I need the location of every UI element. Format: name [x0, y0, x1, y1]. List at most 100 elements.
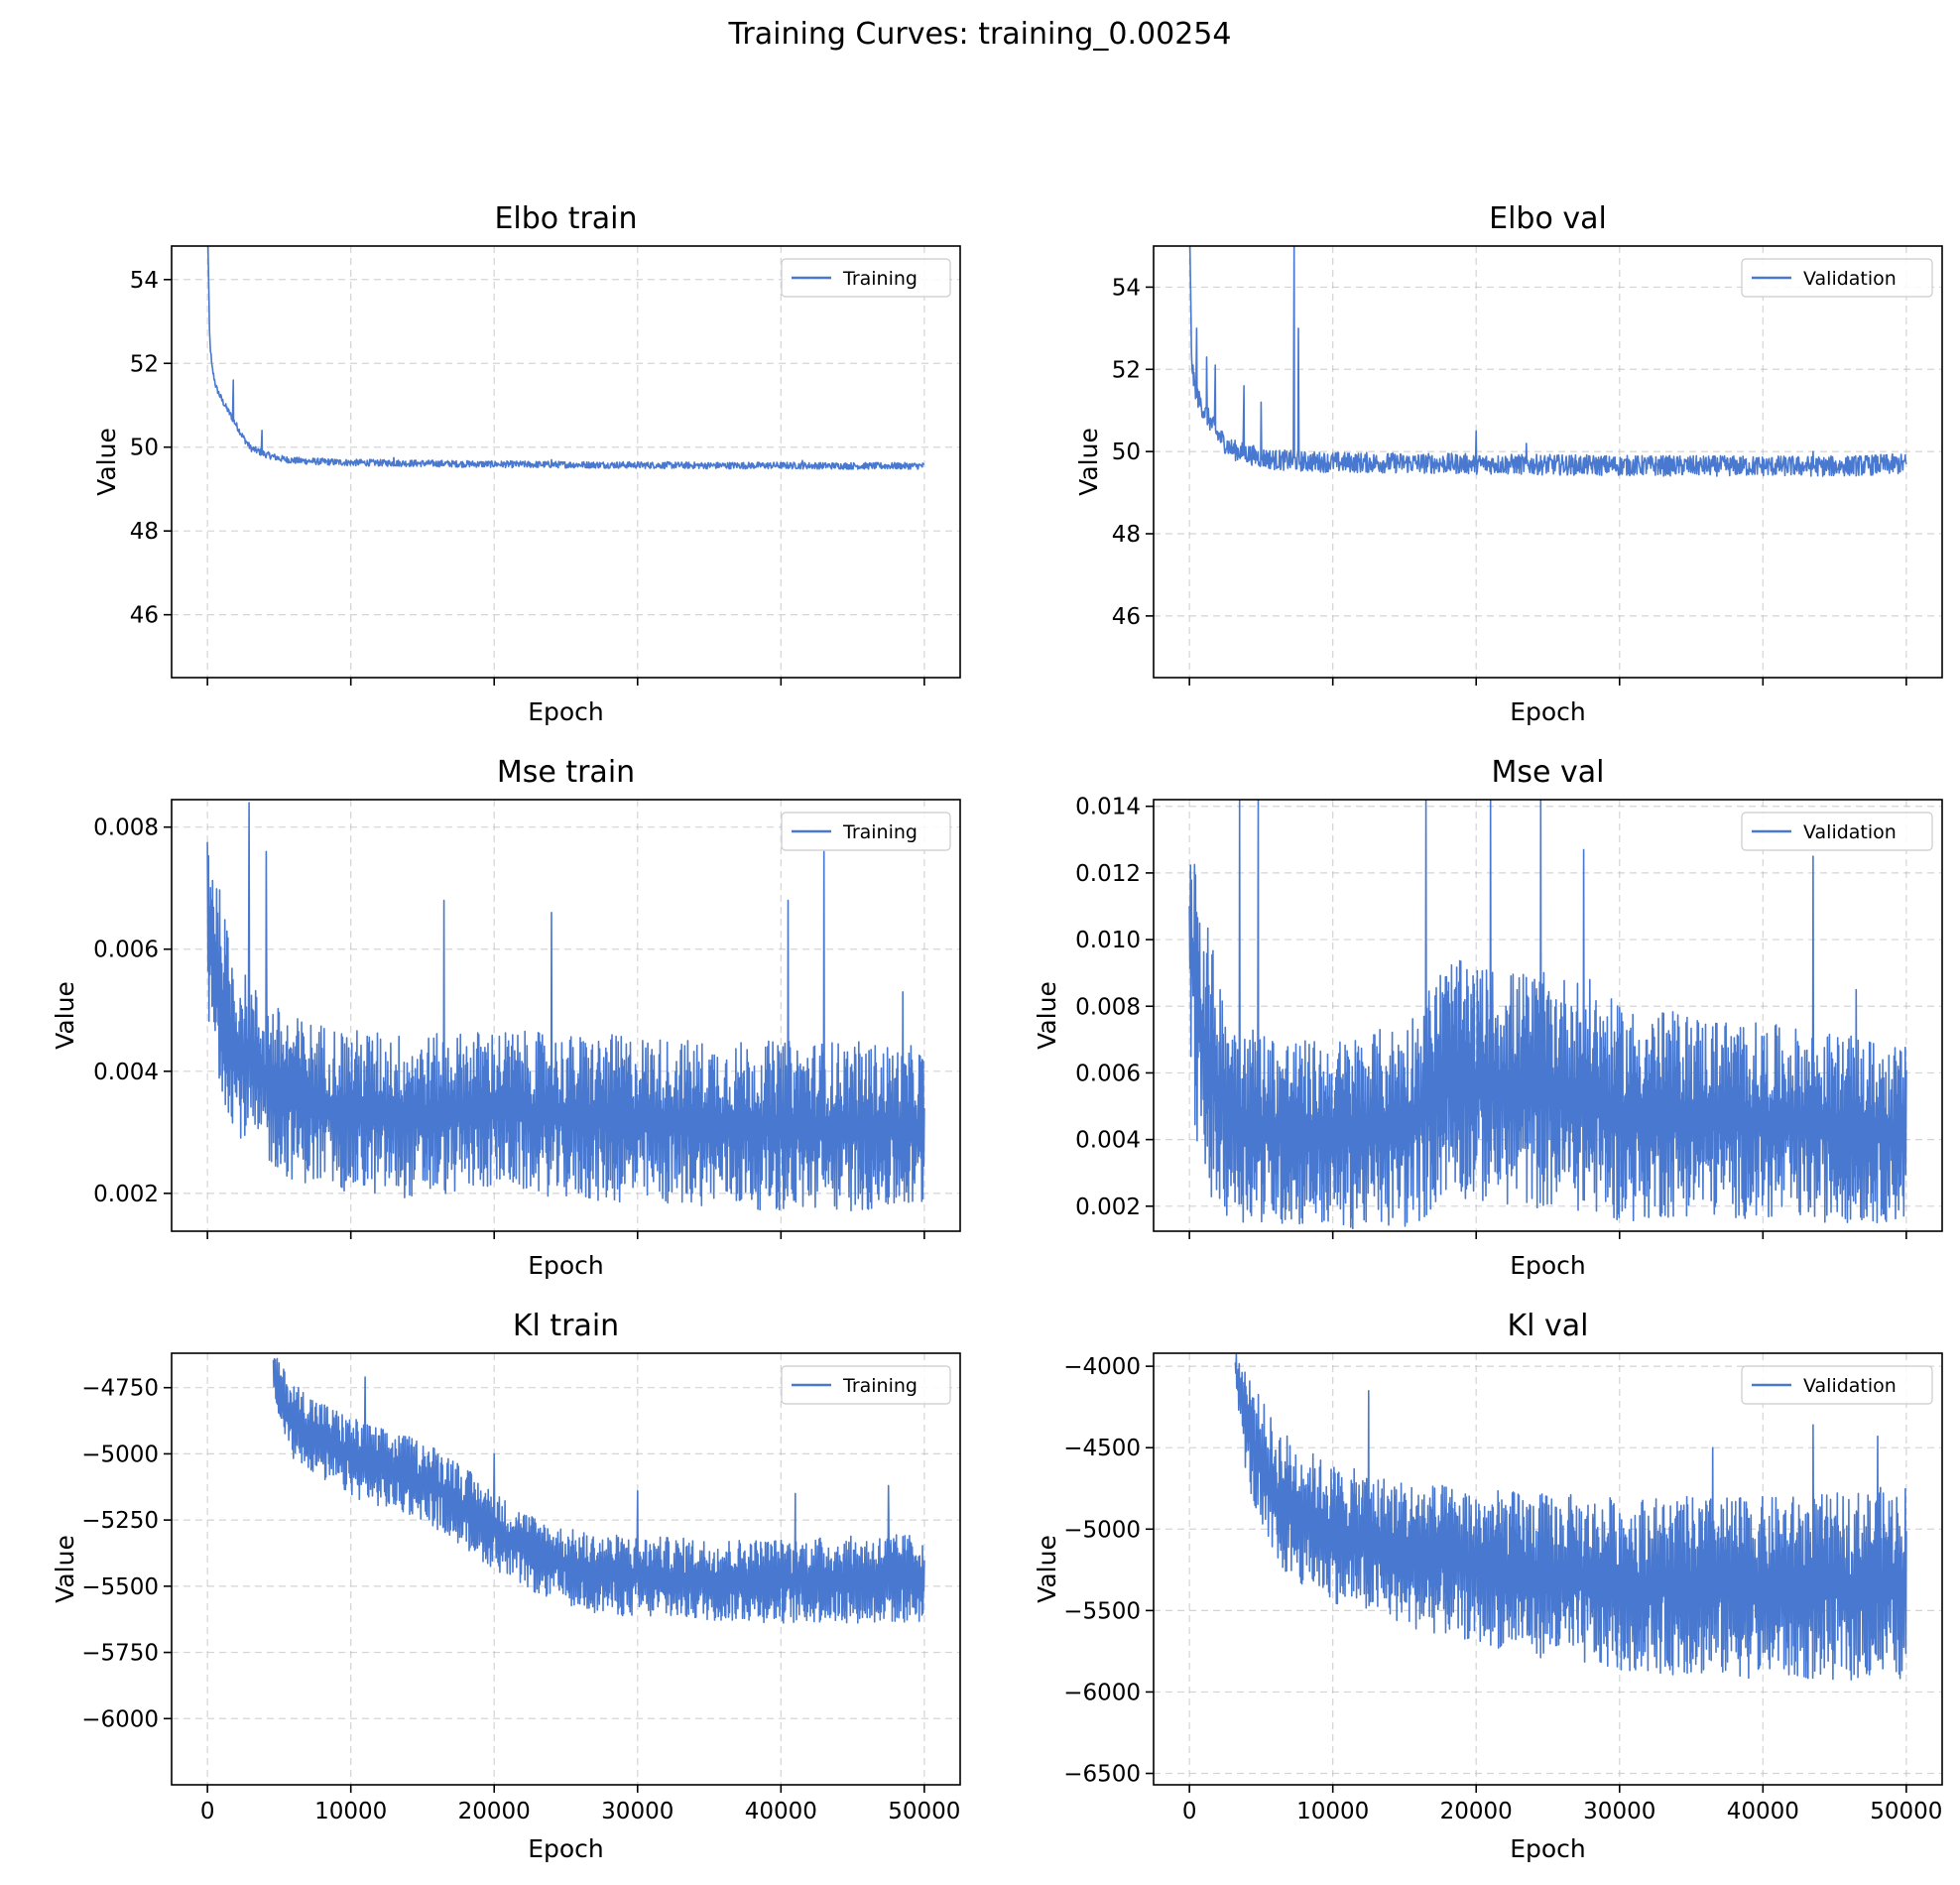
y-tick-label: −6000: [1063, 1680, 1141, 1705]
series-clip-group: [206, 802, 925, 1211]
legend-box: [781, 1365, 951, 1405]
y-axis-label: Value: [1033, 981, 1061, 1050]
series-line-training: [206, 802, 925, 1211]
x-tick-label: 20000: [1440, 1799, 1513, 1824]
legend-box: [1741, 258, 1933, 298]
y-tick-label: −5500: [1063, 1598, 1141, 1624]
y-tick-label: 0.004: [1075, 1128, 1141, 1154]
x-tick-label: 0: [200, 1799, 215, 1824]
y-tick-label: 46: [130, 603, 159, 629]
chart-panel-0: 46 48 50 52 54 Elbo train Epoch Value Training: [92, 201, 961, 726]
y-tick-label: 0.008: [93, 816, 159, 841]
legend-box: [1741, 1365, 1933, 1405]
panel-title: Elbo train: [494, 201, 637, 236]
y-tick-label: −4000: [1063, 1354, 1141, 1380]
x-tick-label: 10000: [1296, 1799, 1369, 1824]
chart-panel-5: 0 10000 20000 30000 40000 50000 −6500 −6000 −550…: [1033, 1309, 1943, 1863]
x-tick-label: 40000: [745, 1799, 817, 1824]
y-tick-label: 0.014: [1075, 795, 1141, 820]
y-tick-label: −4750: [81, 1376, 159, 1402]
y-axis-label: Value: [51, 981, 79, 1050]
y-tick-label: −4500: [1063, 1436, 1141, 1461]
y-axis-label: Value: [1074, 428, 1103, 496]
y-tick-label: −5500: [81, 1574, 159, 1600]
x-tick-label: 50000: [888, 1799, 960, 1824]
x-tick-label: 40000: [1727, 1799, 1799, 1824]
y-tick-label: 0.008: [1075, 994, 1141, 1020]
y-tick-label: 0.006: [93, 938, 159, 963]
y-tick-label: 52: [1112, 357, 1141, 383]
chart-panel-3: 0.002 0.004 0.006 0.008 0.010 0.012 0.014 Mse v…: [1033, 755, 1943, 1280]
y-axis-label: Value: [51, 1535, 79, 1603]
chart-panel-1: 46 48 50 52 54 Elbo val Epoch Value Validation: [1074, 201, 1943, 726]
y-tick-label: −5000: [81, 1442, 159, 1467]
y-tick-label: 50: [130, 436, 159, 461]
panel-title: Kl train: [513, 1309, 619, 1343]
y-tick-label: 0.010: [1075, 928, 1141, 953]
y-tick-label: 48: [1112, 522, 1141, 548]
panel-title: Kl val: [1507, 1309, 1588, 1343]
legend-box: [1741, 812, 1933, 851]
y-tick-label: −6500: [1063, 1762, 1141, 1788]
legend-label: Training: [842, 821, 918, 843]
x-tick-label: 50000: [1870, 1799, 1942, 1824]
axes-frame: [1153, 245, 1943, 679]
x-axis-label: Epoch: [1510, 1251, 1586, 1280]
panel-title: Mse train: [497, 755, 635, 790]
y-tick-label: 0.002: [1075, 1194, 1141, 1220]
series-line-training: [206, 246, 925, 470]
y-tick-label: 0.012: [1075, 861, 1141, 887]
y-tick-label: −5250: [81, 1508, 159, 1534]
x-tick-label: 20000: [458, 1799, 531, 1824]
series-line-validation: [1188, 800, 1907, 1230]
axes-frame: [1153, 1352, 1943, 1786]
y-tick-label: 48: [130, 519, 159, 545]
legend-label: Validation: [1803, 268, 1897, 290]
series-line-validation: [1188, 246, 1907, 477]
y-axis-label: Value: [1033, 1535, 1061, 1603]
x-tick-label: 0: [1182, 1799, 1197, 1824]
figure-suptitle: Training Curves: training_0.00254: [728, 17, 1232, 52]
y-tick-label: 0.002: [93, 1182, 159, 1207]
axes-frame: [1153, 799, 1943, 1232]
legend-label: Validation: [1803, 821, 1897, 843]
chart-panel-4: 0 10000 20000 30000 40000 50000 −6000 −5750 −550…: [51, 1309, 961, 1863]
legend-label: Validation: [1803, 1375, 1897, 1397]
x-axis-label: Epoch: [528, 1251, 604, 1280]
series-clip-group: [1234, 1353, 1907, 1681]
legend-label: Training: [842, 268, 918, 290]
x-axis-label: Epoch: [1510, 697, 1586, 726]
series-clip-group: [206, 246, 925, 470]
chart-panel-2: 0.002 0.004 0.006 0.008 Mse train Epoch Value T…: [51, 755, 961, 1280]
y-tick-label: −5750: [81, 1641, 159, 1667]
y-axis-label: Value: [92, 428, 121, 496]
series-line-validation: [1234, 1353, 1907, 1681]
y-tick-label: 52: [130, 351, 159, 377]
y-tick-label: 0.004: [93, 1060, 159, 1085]
series-clip-group: [272, 1357, 925, 1624]
series-line-training: [272, 1357, 925, 1624]
series-clip-group: [1188, 800, 1907, 1230]
axes-frame: [171, 245, 961, 679]
axes-frame: [171, 799, 961, 1232]
panel-title: Mse val: [1492, 755, 1605, 790]
x-tick-label: 10000: [314, 1799, 387, 1824]
x-tick-label: 30000: [1583, 1799, 1655, 1824]
y-tick-label: −5000: [1063, 1517, 1141, 1543]
y-tick-label: −6000: [81, 1706, 159, 1732]
x-axis-label: Epoch: [528, 697, 604, 726]
x-tick-label: 30000: [601, 1799, 674, 1824]
axes-frame: [171, 1352, 961, 1786]
series-clip-group: [1188, 246, 1907, 477]
panel-title: Elbo val: [1489, 201, 1607, 236]
y-tick-label: 54: [130, 268, 159, 294]
legend-box: [781, 812, 951, 851]
y-tick-label: 0.006: [1075, 1061, 1141, 1086]
y-tick-label: 54: [1112, 275, 1141, 301]
x-axis-label: Epoch: [1510, 1834, 1586, 1863]
x-axis-label: Epoch: [528, 1834, 604, 1863]
y-tick-label: 46: [1112, 604, 1141, 630]
legend-box: [781, 258, 951, 298]
legend-label: Training: [842, 1375, 918, 1397]
